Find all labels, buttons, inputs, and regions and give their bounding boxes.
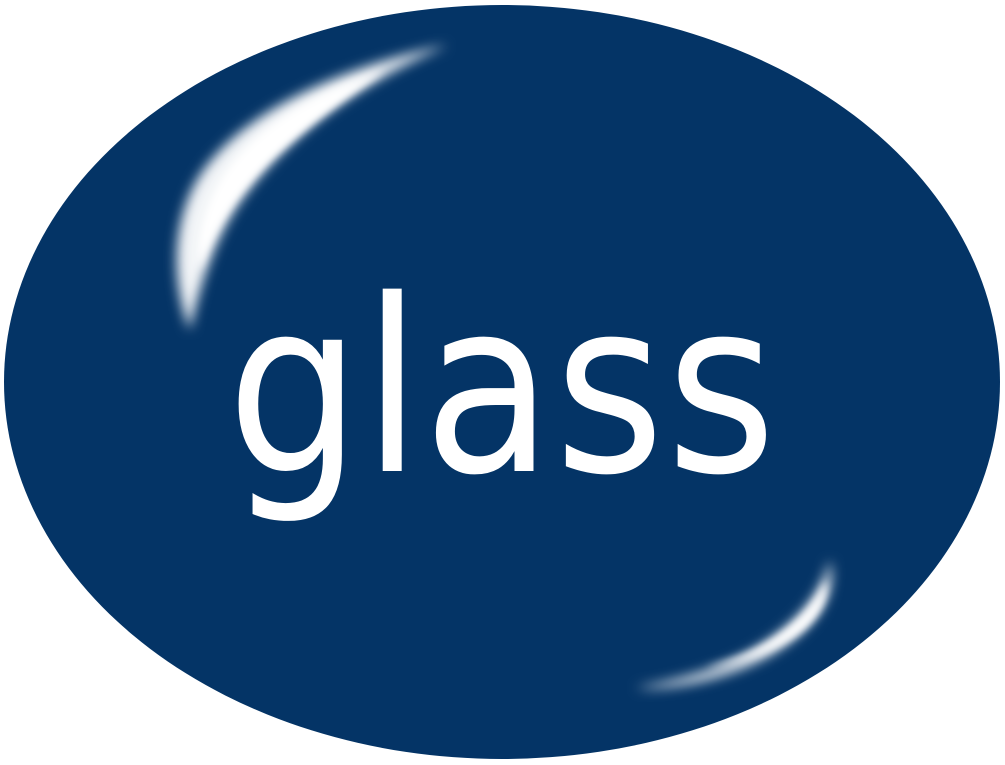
glass-label: glass <box>226 248 779 528</box>
highlight-bottom-right-core <box>705 580 827 667</box>
highlight-top-left-core <box>198 70 385 270</box>
oval-body <box>4 5 1000 759</box>
